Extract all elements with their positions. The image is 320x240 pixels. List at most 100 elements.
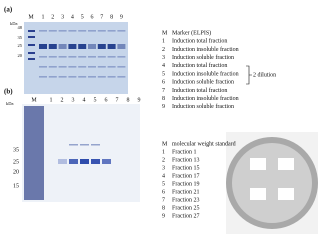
band — [39, 76, 47, 78]
band — [78, 66, 87, 68]
legend-key: 9 — [162, 104, 165, 110]
band — [107, 44, 116, 49]
band — [117, 44, 126, 49]
lane-label: 6 — [105, 97, 108, 103]
band — [68, 56, 77, 58]
band — [91, 144, 100, 146]
legend-key: 3 — [162, 165, 165, 171]
band — [117, 76, 126, 78]
marker-label: 35 — [13, 147, 19, 153]
band — [102, 159, 111, 164]
lane-label: 3 — [72, 97, 75, 103]
legend-text: Fraction 17 — [172, 173, 200, 179]
legend-text: Marker (ELPIS) — [172, 29, 211, 36]
marker-smear — [24, 106, 44, 200]
band — [117, 66, 126, 68]
band — [48, 30, 57, 32]
band — [107, 56, 116, 58]
band — [58, 56, 67, 58]
legend-key: 5 — [162, 71, 165, 77]
lane-label: 8 — [110, 14, 113, 20]
band — [39, 56, 47, 58]
band — [69, 144, 78, 146]
band — [107, 30, 116, 32]
band — [117, 56, 126, 58]
band — [48, 56, 57, 58]
marker-label: 25 — [13, 159, 19, 165]
band — [80, 159, 89, 164]
legend-key: 9 — [162, 213, 165, 219]
note: 2 dilution — [253, 72, 276, 78]
band — [117, 30, 126, 32]
band — [48, 76, 57, 78]
marker-label: 48 — [18, 25, 23, 30]
band — [68, 66, 77, 68]
panel-label: (a) — [4, 6, 13, 14]
legend-text: Induction soluble fraction — [172, 103, 234, 110]
legend-text: Induction soluble fraction — [172, 54, 234, 61]
lane-label: 9 — [138, 97, 141, 103]
band — [107, 66, 116, 68]
legend-text: Fraction 1 — [172, 149, 197, 155]
band — [78, 30, 87, 32]
band — [97, 66, 106, 68]
band — [48, 44, 57, 49]
lane-label: 6 — [91, 14, 94, 20]
lane-label: M — [31, 97, 37, 103]
marker-label: 25 — [18, 43, 23, 48]
legend-key: M — [162, 30, 168, 36]
band — [88, 66, 96, 68]
band — [88, 30, 96, 32]
lane-label: 1 — [42, 14, 45, 20]
legend-text: Induction insoluble fraction — [172, 46, 239, 53]
lane-label: 9 — [120, 14, 123, 20]
legend-text: molecular weight standard — [172, 141, 236, 147]
band — [58, 44, 67, 49]
band — [58, 30, 67, 32]
legend-text: Induction soluble fraction — [172, 79, 234, 86]
lane-label: 4 — [71, 14, 74, 20]
band — [58, 66, 67, 68]
legend-text: Induction total fraction — [172, 38, 227, 45]
legend-key: 8 — [162, 205, 165, 211]
band — [28, 44, 35, 46]
band — [39, 44, 47, 49]
lane-label: 8 — [127, 97, 130, 103]
band — [39, 30, 47, 32]
legend-text: Induction insoluble fraction — [172, 70, 239, 77]
legend-key: 4 — [162, 63, 165, 69]
legend-text: Induction insoluble fraction — [172, 95, 239, 102]
band — [80, 144, 89, 146]
band — [28, 58, 35, 60]
sticker — [278, 188, 294, 200]
legend-key: 6 — [162, 189, 165, 195]
sticker — [278, 158, 294, 170]
band — [97, 30, 106, 32]
legend-text: Fraction 13 — [172, 157, 200, 163]
legend-text: Fraction 25 — [172, 205, 200, 211]
legend-text: Fraction 19 — [172, 181, 200, 187]
legend-text: Induction total fraction — [172, 62, 227, 69]
legend-key: 8 — [162, 96, 165, 102]
band — [88, 76, 96, 78]
band — [28, 36, 35, 38]
band — [97, 76, 106, 78]
band — [58, 76, 67, 78]
sticker — [250, 158, 266, 170]
legend-text: Fraction 23 — [172, 197, 200, 203]
marker-label: 20 — [18, 53, 23, 58]
band — [39, 66, 47, 68]
band — [88, 56, 96, 58]
legend-key: 1 — [162, 39, 165, 45]
band — [68, 76, 77, 78]
lane-label: 7 — [116, 97, 119, 103]
panel-label: (b) — [4, 88, 13, 96]
band — [28, 52, 35, 54]
band — [97, 56, 106, 58]
lane-label: 4 — [83, 97, 86, 103]
lane-label: 1 — [50, 97, 53, 103]
lane-label: M — [28, 14, 34, 20]
legend-key: 2 — [162, 157, 165, 163]
